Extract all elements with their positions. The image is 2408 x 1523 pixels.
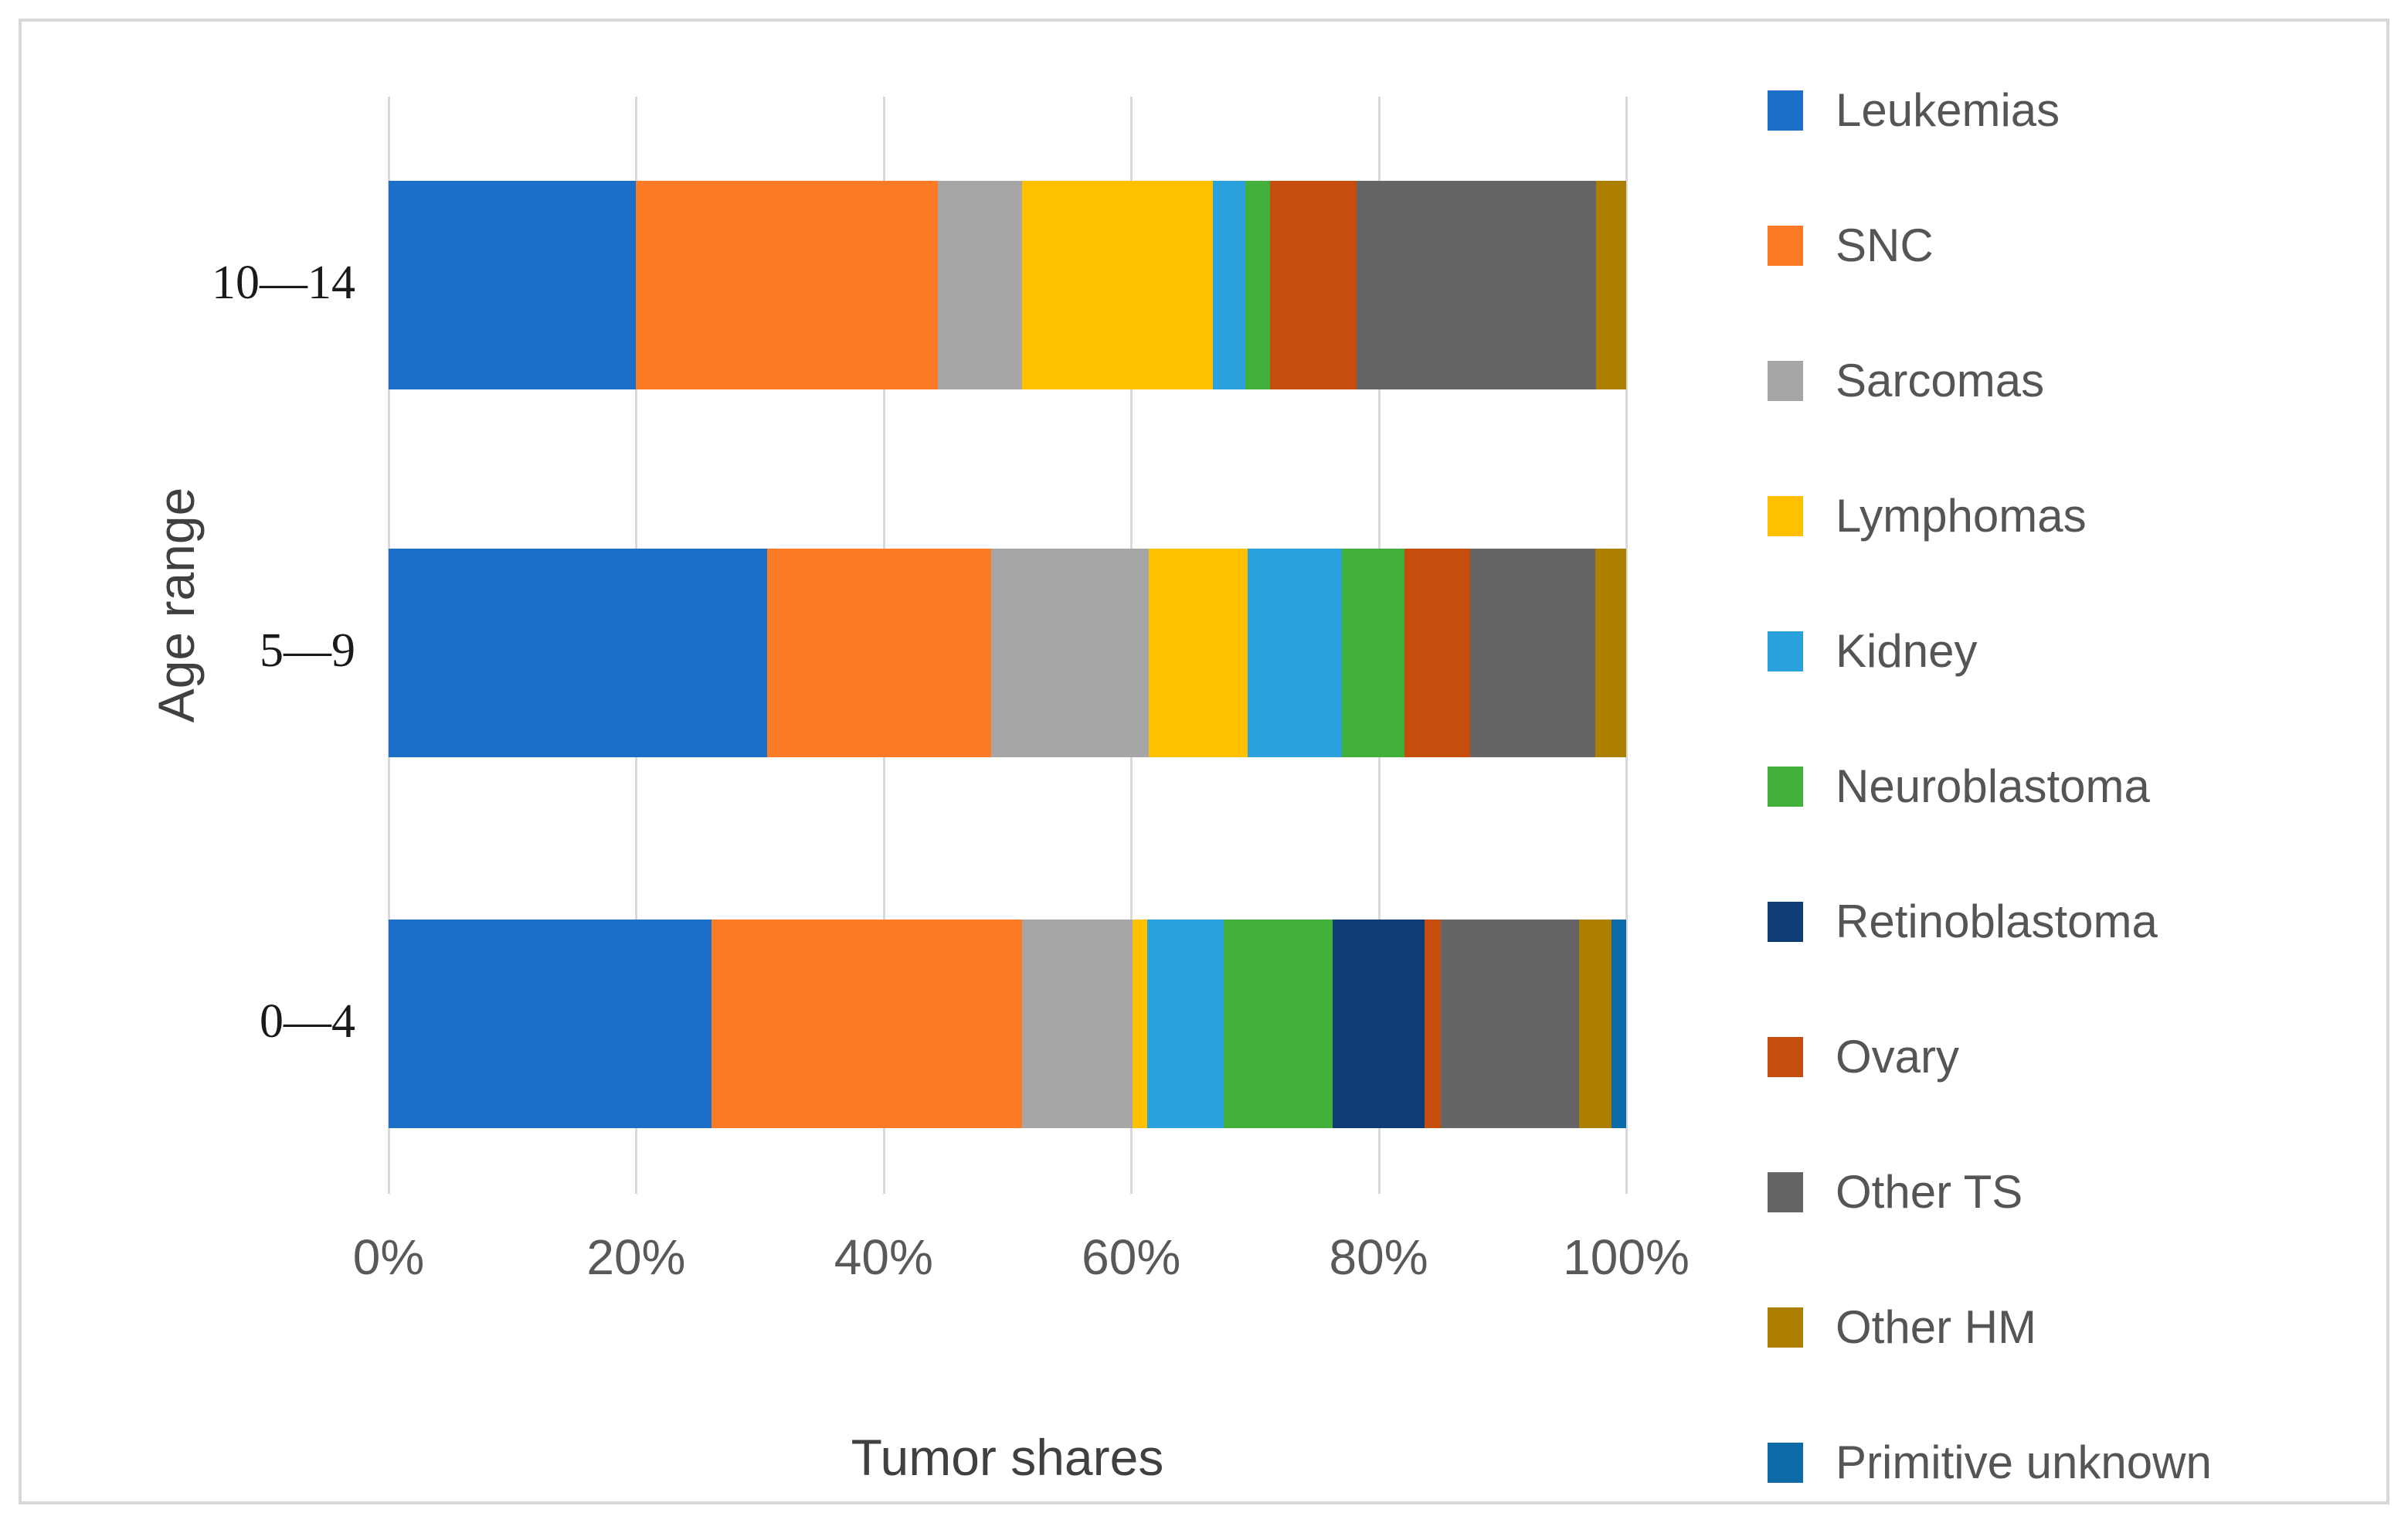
legend-label: Neuroblastoma [1836,760,2150,812]
bar-segment-Leukemias [389,549,768,757]
bar-row-10—14 [389,181,1626,389]
x-tick-label: 80% [1329,1229,1428,1285]
bar-segment-Leukemias [389,920,712,1128]
legend-label: Ovary [1836,1031,1960,1083]
legend-swatch-icon [1768,225,1803,266]
legend-swatch-icon [1768,1307,1803,1348]
legend-swatch-icon [1768,1171,1803,1212]
x-tick-label: 40% [834,1229,933,1285]
legend: Leukemias SNC Sarcomas Lymphomas Kidney Neuro… [1768,42,2212,1523]
bar-segment-Kidney [1212,181,1245,389]
bar-segment-SNC [767,549,992,757]
x-tick-label: 20% [586,1229,686,1285]
legend-label: Other TS [1836,1166,2023,1218]
legend-label: SNC [1836,219,1934,271]
bar-segment-Retinoblastoma [1333,920,1425,1128]
bar-segment-Ovary [1269,181,1357,389]
x-tick-label: 0% [352,1229,425,1285]
bar-segment-Neuroblastoma [1341,549,1405,757]
bar-segment-Other HM [1596,181,1626,389]
x-tick-label: 100% [1563,1229,1690,1285]
legend-label: Kidney [1836,625,1978,677]
bar-segment-Lymphomas [1148,549,1248,757]
bar-segment-Lymphomas [1132,920,1147,1128]
legend-label: Primitive unknown [1836,1436,2212,1488]
legend-label: Leukemias [1836,84,2060,136]
legend-item-Ovary: Ovary [1768,989,2212,1124]
bar-segment-Ovary [1424,920,1441,1128]
legend-item-Other TS: Other TS [1768,1124,2212,1260]
bar-segment-Sarcomas [1022,920,1133,1128]
legend-item-Lymphomas: Lymphomas [1768,448,2212,583]
legend-swatch-icon [1768,631,1803,671]
legend-item-Primitive unknown: Primitive unknown [1768,1395,2212,1523]
category-label: 10—14 [212,257,355,309]
category-label: 0—4 [260,995,355,1048]
bar-segment-Kidney [1247,549,1342,757]
bar-row-5—9 [389,549,1626,757]
legend-swatch-icon [1768,90,1803,131]
bar-segment-Other TS [1440,920,1580,1128]
y-axis-title: Age range [148,487,205,723]
legend-swatch-icon [1768,901,1803,942]
bar-segment-Other TS [1356,181,1597,389]
legend-label: Sarcomas [1836,355,2045,406]
plot-area [388,97,1628,1194]
bar-row-0—4 [389,920,1626,1128]
legend-item-Kidney: Kidney [1768,583,2212,719]
bar-segment-Kidney [1146,920,1224,1128]
x-axis-title: Tumor shares [851,1429,1164,1486]
legend-swatch-icon [1768,360,1803,401]
legend-label: Retinoblastoma [1836,896,2158,947]
bar-segment-SNC [636,181,939,389]
legend-swatch-icon [1768,1036,1803,1077]
legend-item-Retinoblastoma: Retinoblastoma [1768,854,2212,989]
legend-swatch-icon [1768,766,1803,807]
gridline-100 [1625,97,1628,1194]
bar-segment-Other TS [1470,549,1595,757]
bar-segment-Leukemias [389,181,637,389]
bar-segment-Neuroblastoma [1245,181,1270,389]
bar-segment-Ovary [1404,549,1471,757]
bar-segment-Sarcomas [991,549,1149,757]
bar-segment-Neuroblastoma [1224,920,1333,1128]
legend-item-Neuroblastoma: Neuroblastoma [1768,719,2212,854]
bar-segment-Primitive unknown [1611,920,1626,1128]
bar-segment-Other HM [1595,549,1626,757]
bar-segment-Sarcomas [938,181,1023,389]
legend-item-Sarcomas: Sarcomas [1768,313,2212,448]
legend-label: Lymphomas [1836,490,2087,542]
bar-segment-Lymphomas [1022,181,1213,389]
category-label: 5—9 [260,624,355,677]
bar-segment-SNC [712,920,1023,1128]
x-tick-label: 60% [1082,1229,1181,1285]
legend-swatch-icon [1768,495,1803,536]
legend-label: Other HM [1836,1301,2037,1353]
bar-segment-Other HM [1579,920,1612,1128]
legend-item-Other HM: Other HM [1768,1260,2212,1395]
legend-swatch-icon [1768,1442,1803,1483]
legend-item-SNC: SNC [1768,178,2212,313]
legend-item-Leukemias: Leukemias [1768,42,2212,178]
